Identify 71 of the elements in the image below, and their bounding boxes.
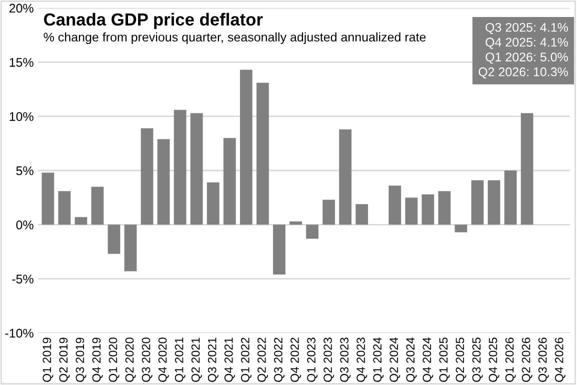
y-tick-label: -10% bbox=[5, 328, 34, 338]
x-tick-label: Q1 2023 bbox=[307, 338, 318, 382]
bar bbox=[306, 224, 318, 239]
y-tick-label: 15% bbox=[10, 58, 34, 67]
y-tick-label: 20% bbox=[9, 4, 34, 13]
bar bbox=[405, 198, 418, 225]
y-tick-label: 5% bbox=[16, 166, 34, 176]
bar bbox=[124, 224, 137, 272]
bar bbox=[322, 200, 335, 225]
bar bbox=[388, 186, 402, 225]
x-tick-label: Q3 2022 bbox=[274, 338, 284, 382]
x-tick-label: Q2 2024 bbox=[390, 338, 400, 382]
bar bbox=[206, 182, 220, 225]
x-tick-label: Q2 2020 bbox=[125, 338, 136, 382]
bar bbox=[422, 194, 434, 225]
bar bbox=[339, 129, 352, 225]
x-tick-label: Q4 2022 bbox=[290, 338, 302, 382]
bar bbox=[504, 170, 517, 225]
x-tick-label: Q3 2026 bbox=[538, 338, 549, 382]
y-tick-label: -5% bbox=[12, 274, 34, 284]
x-tick-label: Q3 2025 bbox=[472, 338, 483, 382]
x-tick-label: Q3 2024 bbox=[406, 338, 417, 382]
bar bbox=[240, 70, 252, 225]
x-tick-label: Q2 2021 bbox=[191, 338, 202, 382]
bar bbox=[223, 138, 236, 225]
x-tick-label: Q4 2025 bbox=[488, 338, 500, 382]
x-tick-label: Q2 2019 bbox=[59, 338, 70, 382]
x-tick-label: Q4 2023 bbox=[356, 338, 368, 382]
x-tick-label: Q3 2021 bbox=[208, 338, 218, 382]
x-tick-label: Q3 2020 bbox=[142, 338, 152, 382]
bar bbox=[157, 139, 170, 225]
bar bbox=[454, 224, 468, 232]
bar bbox=[58, 191, 71, 225]
bar bbox=[91, 186, 104, 225]
x-tick-label: Q3 2023 bbox=[340, 338, 351, 382]
bar bbox=[174, 110, 186, 225]
bar bbox=[42, 172, 54, 225]
bar bbox=[140, 128, 154, 225]
x-tick-label: Q1 2026 bbox=[505, 338, 516, 382]
x-tick-label: Q2 2025 bbox=[456, 338, 466, 382]
bar bbox=[256, 82, 269, 225]
bar bbox=[290, 221, 302, 225]
x-tick-label: Q4 2019 bbox=[92, 338, 103, 382]
x-tick-label: Q1 2025 bbox=[439, 338, 450, 382]
x-tick-label: Q3 2019 bbox=[76, 338, 86, 382]
x-tick-label: Q4 2020 bbox=[158, 338, 169, 382]
bar bbox=[520, 113, 534, 225]
x-tick-label: Q2 2022 bbox=[258, 338, 268, 382]
bar bbox=[356, 204, 368, 225]
x-tick-label: Q1 2024 bbox=[373, 338, 384, 382]
bar bbox=[488, 180, 500, 225]
bar bbox=[471, 180, 484, 225]
bar bbox=[74, 217, 88, 225]
bar bbox=[438, 191, 451, 225]
x-tick-label: Q1 2022 bbox=[240, 338, 252, 382]
x-tick-label: Q4 2026 bbox=[554, 338, 566, 382]
x-tick-label: Q1 2021 bbox=[174, 338, 186, 382]
x-tick-label: Q2 2026 bbox=[522, 338, 532, 382]
x-tick-label: Q2 2023 bbox=[324, 338, 334, 382]
y-tick-label: 10% bbox=[10, 112, 34, 121]
x-tick-label: Q4 2024 bbox=[422, 338, 434, 382]
x-tick-label: Q1 2019 bbox=[42, 338, 54, 382]
bar bbox=[190, 113, 203, 225]
y-tick-label: 0% bbox=[16, 220, 34, 230]
bar bbox=[273, 224, 286, 274]
text: % change from previous quarter, seasonally adjusted annualized rate bbox=[44, 32, 426, 44]
bar bbox=[108, 224, 120, 254]
x-tick-label: Q1 2020 bbox=[108, 338, 120, 382]
x-tick-label: Q4 2021 bbox=[224, 338, 235, 382]
annotation: Q3 2025: 4.1% Q4 2025: 4.1% Q1 2026: 5.0% Q2 2026: 10.3% bbox=[478, 22, 568, 79]
chart-title: Canada GDP price deflator bbox=[44, 12, 263, 30]
